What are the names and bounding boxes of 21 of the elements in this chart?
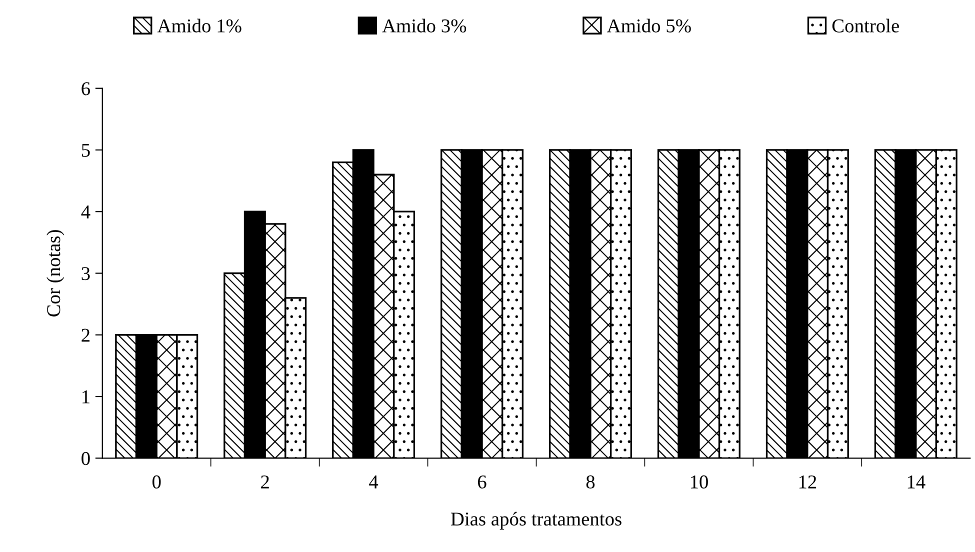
y-tick-label: 6 bbox=[82, 82, 90, 96]
x-tick-label: 6 bbox=[478, 475, 486, 489]
y-tick-label: 4 bbox=[81, 206, 90, 218]
legend-label: Controle bbox=[832, 18, 899, 32]
y-tick-label: 1 bbox=[82, 390, 90, 404]
x-tick-label: 0 bbox=[152, 475, 161, 489]
y-tick-label: 2 bbox=[82, 328, 90, 342]
x-tick-label: 4 bbox=[369, 476, 378, 488]
x-tick-label: 2 bbox=[261, 475, 269, 488]
x-tick-label: 14 bbox=[908, 475, 926, 488]
x-tick-label: 12 bbox=[799, 475, 816, 488]
legend-label: Amido 3% bbox=[382, 18, 466, 33]
x-axis-title: Dias após tratamentos bbox=[450, 512, 622, 530]
legend-label: Amido 5% bbox=[606, 18, 691, 33]
y-axis-title: Cor (notas) bbox=[46, 230, 64, 316]
y-tick-label: 5 bbox=[82, 144, 90, 157]
y-tick-label: 3 bbox=[82, 267, 90, 280]
legend-label: Amido 1% bbox=[157, 18, 242, 33]
x-tick-label: 10 bbox=[690, 475, 708, 489]
y-tick-label: 0 bbox=[82, 452, 90, 466]
x-tick-label: 8 bbox=[586, 475, 595, 489]
